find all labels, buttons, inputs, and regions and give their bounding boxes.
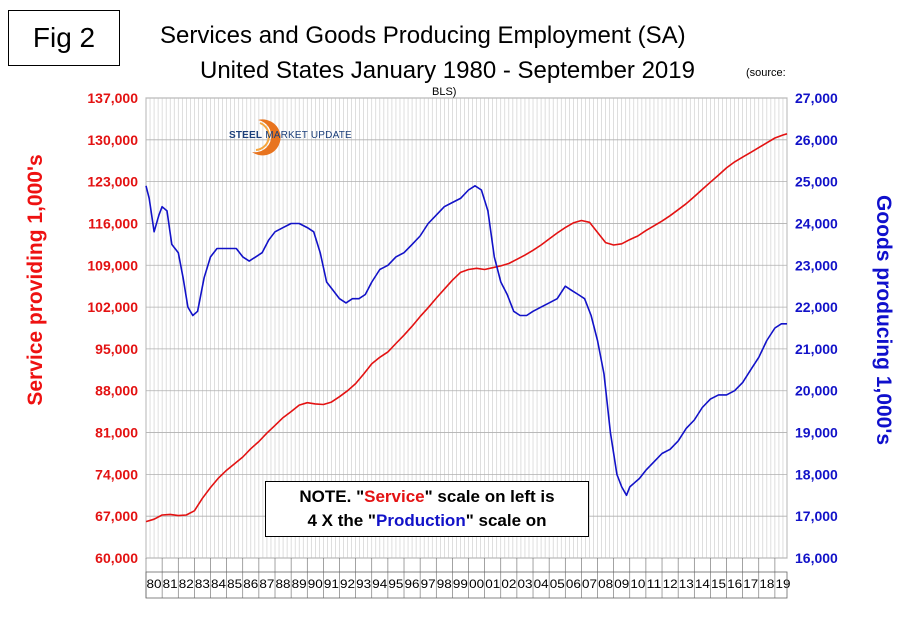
x-tick-label: 92	[340, 577, 355, 591]
note-service-word: Service	[364, 487, 425, 506]
x-tick-label: 13	[679, 577, 694, 591]
x-tick-label: 06	[566, 577, 581, 591]
x-tick-label: 03	[517, 577, 532, 591]
x-tick-label: 91	[324, 577, 339, 591]
right-tick-label: 21,000	[795, 341, 838, 357]
x-tick-label: 96	[405, 577, 420, 591]
x-tick-label: 10	[630, 577, 645, 591]
left-tick-label: 67,000	[95, 508, 138, 524]
x-tick-label: 18	[759, 577, 774, 591]
x-tick-label: 99	[453, 577, 468, 591]
left-axis-label: Service providing 1,000's	[24, 154, 47, 406]
chart-subtitle: United States January 1980 - September 2…	[200, 57, 695, 84]
x-tick-label: 16	[727, 577, 742, 591]
x-tick-label: 08	[598, 577, 613, 591]
right-tick-label: 27,000	[795, 90, 838, 106]
left-tick-label: 88,000	[95, 383, 138, 399]
x-tick-label: 83	[195, 577, 210, 591]
left-tick-label: 74,000	[95, 466, 138, 482]
x-tick-label: 15	[711, 577, 726, 591]
x-tick-label: 07	[582, 577, 597, 591]
x-tick-label: 97	[421, 577, 436, 591]
x-tick-label: 02	[501, 577, 516, 591]
right-tick-label: 24,000	[795, 215, 838, 231]
left-tick-label: 130,000	[87, 132, 138, 148]
x-tick-label: 01	[485, 577, 500, 591]
x-tick-label: 88	[276, 577, 291, 591]
x-tick-label: 11	[646, 577, 661, 591]
x-tick-label: 81	[163, 577, 178, 591]
x-tick-label: 86	[243, 577, 258, 591]
x-tick-label: 94	[372, 577, 387, 591]
x-tick-label: 90	[308, 577, 323, 591]
note-production-word: Production	[375, 511, 466, 530]
right-tick-label: 22,000	[795, 299, 838, 315]
right-tick-label: 26,000	[795, 132, 838, 148]
x-tick-label: 89	[292, 577, 307, 591]
x-tick-label: 95	[388, 577, 403, 591]
left-tick-label: 109,000	[87, 257, 138, 273]
x-tick-label: 98	[437, 577, 452, 591]
left-tick-label: 102,000	[87, 299, 138, 315]
source-label-part2: BLS)	[432, 86, 457, 98]
x-tick-label: 05	[550, 577, 565, 591]
scale-note: NOTE. "Service" scale on left is 4 X the…	[265, 481, 589, 537]
x-tick-label: 19	[775, 577, 790, 591]
x-tick-label: 80	[147, 577, 162, 591]
left-tick-label: 123,000	[87, 174, 138, 190]
x-tick-label: 85	[227, 577, 242, 591]
x-tick-label: 84	[211, 577, 226, 591]
x-tick-label: 93	[356, 577, 371, 591]
right-tick-label: 16,000	[795, 550, 838, 566]
right-tick-label: 20,000	[795, 383, 838, 399]
right-tick-label: 18,000	[795, 466, 838, 482]
x-tick-label: 09	[614, 577, 629, 591]
left-tick-label: 60,000	[95, 550, 138, 566]
left-tick-label: 95,000	[95, 341, 138, 357]
x-tick-label: 04	[534, 577, 549, 591]
x-tick-label: 17	[743, 577, 758, 591]
steel-market-update-logo	[252, 119, 281, 156]
right-tick-label: 23,000	[795, 257, 838, 273]
right-tick-label: 19,000	[795, 425, 838, 441]
left-tick-label: 137,000	[87, 90, 138, 106]
series-line-goods	[145, 185, 787, 497]
x-tick-label: 00	[469, 577, 484, 591]
logo-text: STEEL MARKET UPDATE	[229, 130, 352, 141]
x-tick-label: 87	[259, 577, 274, 591]
right-tick-label: 25,000	[795, 174, 838, 190]
x-tick-label: 82	[179, 577, 194, 591]
x-tick-label: 12	[663, 577, 678, 591]
source-label-part1: (source:	[746, 67, 786, 79]
left-tick-label: 116,000	[88, 215, 138, 231]
x-tick-label: 14	[695, 577, 710, 591]
series-line-service	[145, 133, 788, 523]
right-tick-label: 17,000	[795, 508, 838, 524]
x-label-box	[145, 571, 788, 599]
left-tick-label: 81,000	[95, 425, 138, 441]
right-axis-label: Goods producing 1,000's	[872, 194, 895, 446]
chart-title: Services and Goods Producing Employment …	[160, 22, 686, 49]
figure-label: Fig 2	[8, 10, 120, 66]
